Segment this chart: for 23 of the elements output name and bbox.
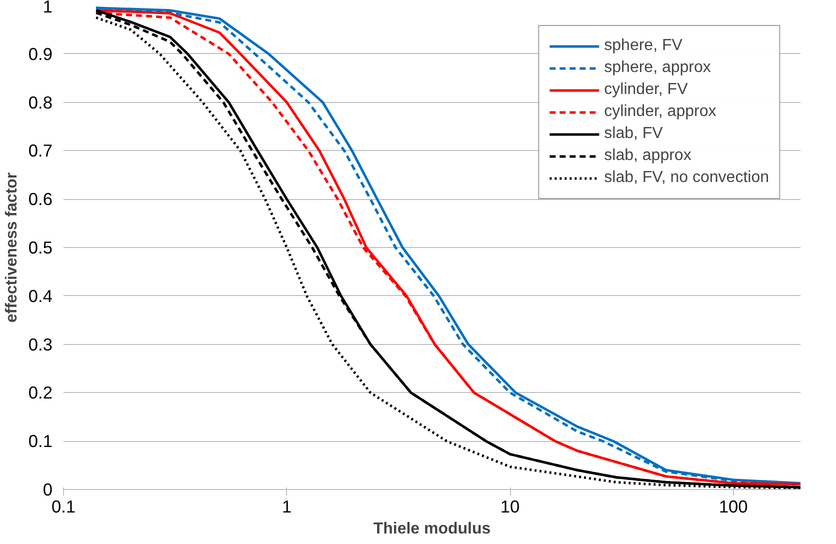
y-tick-label: 0.3: [28, 334, 53, 354]
y-tick-label: 0.9: [28, 44, 53, 64]
y-tick-label: 0.7: [28, 140, 53, 161]
legend-label: sphere, approx: [604, 59, 711, 77]
y-tick-label: 0: [42, 480, 53, 500]
y-tick-label: 0.1: [28, 431, 53, 452]
legend-label: slab, FV, no convection: [604, 169, 769, 187]
legend-label: slab, FV: [604, 125, 663, 143]
x-tick-label: 100: [718, 496, 748, 516]
y-axis-title: effectiveness factor: [3, 172, 20, 323]
y-tick-label: 0.5: [28, 238, 53, 258]
x-tick-label: 10: [500, 496, 520, 516]
legend-label: sphere, FV: [604, 37, 682, 55]
x-tick-label: 1: [282, 496, 292, 516]
y-tick-label: 0.4: [28, 286, 53, 306]
y-tick-label: 0.2: [28, 382, 53, 403]
y-tick-label: 0.6: [28, 189, 53, 210]
x-axis-title: Thiele modulus: [373, 520, 491, 538]
legend-label: cylinder, FV: [604, 81, 688, 99]
y-tick-label: 1: [42, 0, 53, 16]
legend-label: slab, approx: [604, 147, 692, 165]
y-tick-label: 0.8: [28, 92, 53, 112]
legend-label: cylinder, approx: [604, 103, 716, 121]
